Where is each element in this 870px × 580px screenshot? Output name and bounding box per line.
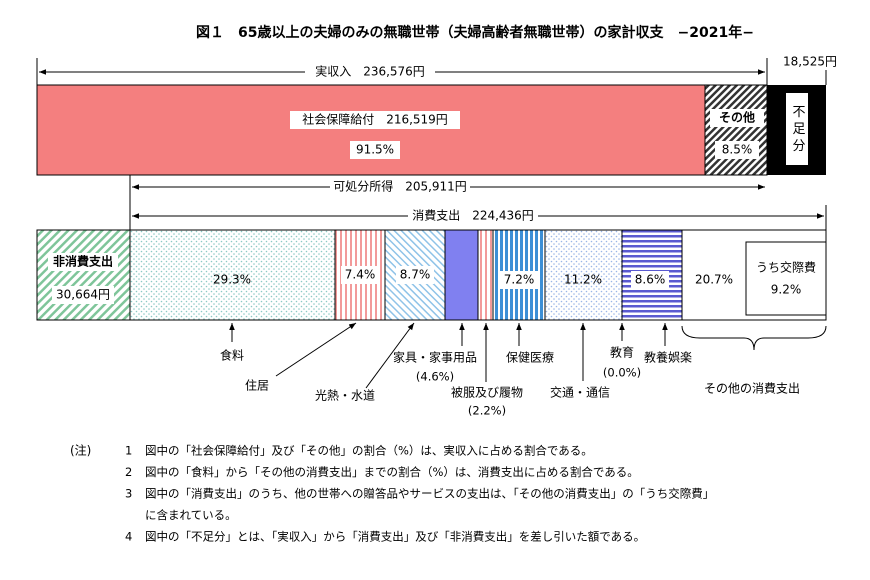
transport-label: 交通・通信 xyxy=(550,385,610,400)
transport-segment xyxy=(544,229,623,321)
note-number: 2 xyxy=(125,465,132,479)
social-expenses: うち交際費 xyxy=(756,260,816,275)
education-pct: (0.0%) xyxy=(603,366,641,380)
social-security-pct: 91.5% xyxy=(356,143,394,157)
actual-income: 実収入 236,576円 xyxy=(315,64,425,79)
housing-pct: 7.4% xyxy=(345,268,376,282)
arrow xyxy=(365,322,415,389)
non-consumption-amount: 30,664円 xyxy=(56,288,110,302)
other-consumption-pct: 20.7% xyxy=(695,273,733,287)
label-bg xyxy=(341,266,379,284)
label-bg xyxy=(396,266,434,284)
note-number: 1 xyxy=(125,444,132,458)
other-income-pct: 8.5% xyxy=(722,143,753,157)
furniture-label: 家具・家事用品 xyxy=(393,350,477,365)
food-label: 食料 xyxy=(220,348,244,363)
social-expenses-segment xyxy=(745,241,827,316)
education-label: 教育 xyxy=(610,345,634,360)
utilities-pct: 8.7% xyxy=(400,268,431,282)
furniture-segment xyxy=(444,229,479,321)
label-bg xyxy=(408,208,538,224)
non-consumption: 非消費支出 xyxy=(53,254,113,269)
recreation-pct: 8.6% xyxy=(635,273,666,287)
clothing-segment xyxy=(477,229,494,321)
label-bg xyxy=(786,93,808,165)
label-bg xyxy=(48,253,118,271)
notes: (注) 1 図中の「社会保障給付」及び「その他」の割合（%）は、実収入に占める割合… xyxy=(70,443,714,544)
food-segment xyxy=(129,229,336,321)
label-bg xyxy=(500,271,538,289)
label-bg xyxy=(330,179,470,195)
label-bg xyxy=(305,64,435,80)
disposable-income: 可処分所得 205,911円 xyxy=(333,179,467,194)
other-consumption-label: その他の消費支出 xyxy=(704,381,800,396)
other-income: その他 xyxy=(719,110,755,125)
social-security-segment xyxy=(36,84,706,176)
brace xyxy=(681,325,827,351)
recreation-label: 教養娯楽 xyxy=(644,350,692,365)
clothing-pct: (2.2%) xyxy=(468,404,506,418)
label-bg xyxy=(631,271,669,289)
note-number: 4 xyxy=(125,530,132,544)
non-consumption-segment xyxy=(36,229,131,321)
label-bg xyxy=(350,141,400,159)
note-text: に含まれている。 xyxy=(145,508,237,522)
note-number: 3 xyxy=(125,487,132,501)
label-bg xyxy=(715,141,759,159)
note-text: 図中の「社会保障給付」及び「その他」の割合（%）は、実収入に占める割合である。 xyxy=(145,444,593,458)
medical-pct: 7.2% xyxy=(504,273,535,287)
note-text: 図中の「食料」から「その他の消費支出」までの割合（%）は、消費支出に占める割合で… xyxy=(145,465,639,479)
housing-label: 住居 xyxy=(245,379,269,393)
notes-marker: (注) xyxy=(70,443,91,458)
food-pct: 29.3% xyxy=(213,273,251,287)
transport-pct: 11.2% xyxy=(564,273,602,287)
clothing-label: 被服及び履物 xyxy=(451,386,523,400)
social-expenses-pct: 9.2% xyxy=(771,283,802,297)
label-bg xyxy=(290,111,460,129)
deficit: 不足分 xyxy=(790,105,806,156)
note-text: 図中の「不足分」とは、「実収入」から「消費支出」及び「非消費支出」を差し引いた額… xyxy=(145,530,645,544)
arrow xyxy=(275,322,357,377)
title: 図１ 65歳以上の夫婦のみの無職世帯（夫婦高齢者無職世帯）の家計収支 −2021… xyxy=(196,24,754,41)
other-income-segment xyxy=(704,84,768,176)
utilities-label: 光熱・水道 xyxy=(315,389,375,403)
note-text: 図中の「消費支出」のうち、他の世帯への贈答品やサービスの支出は、「その他の消費支… xyxy=(145,487,714,501)
consumption: 消費支出 224,436円 xyxy=(412,208,534,223)
label-bg xyxy=(710,109,764,127)
furniture-pct: (4.6%) xyxy=(416,370,454,384)
medical-label: 保健医療 xyxy=(506,351,554,365)
deficit-amount: 18,525円 xyxy=(783,55,837,69)
label-bg xyxy=(52,286,114,304)
social-security: 社会保障給付 216,519円 xyxy=(302,112,448,127)
